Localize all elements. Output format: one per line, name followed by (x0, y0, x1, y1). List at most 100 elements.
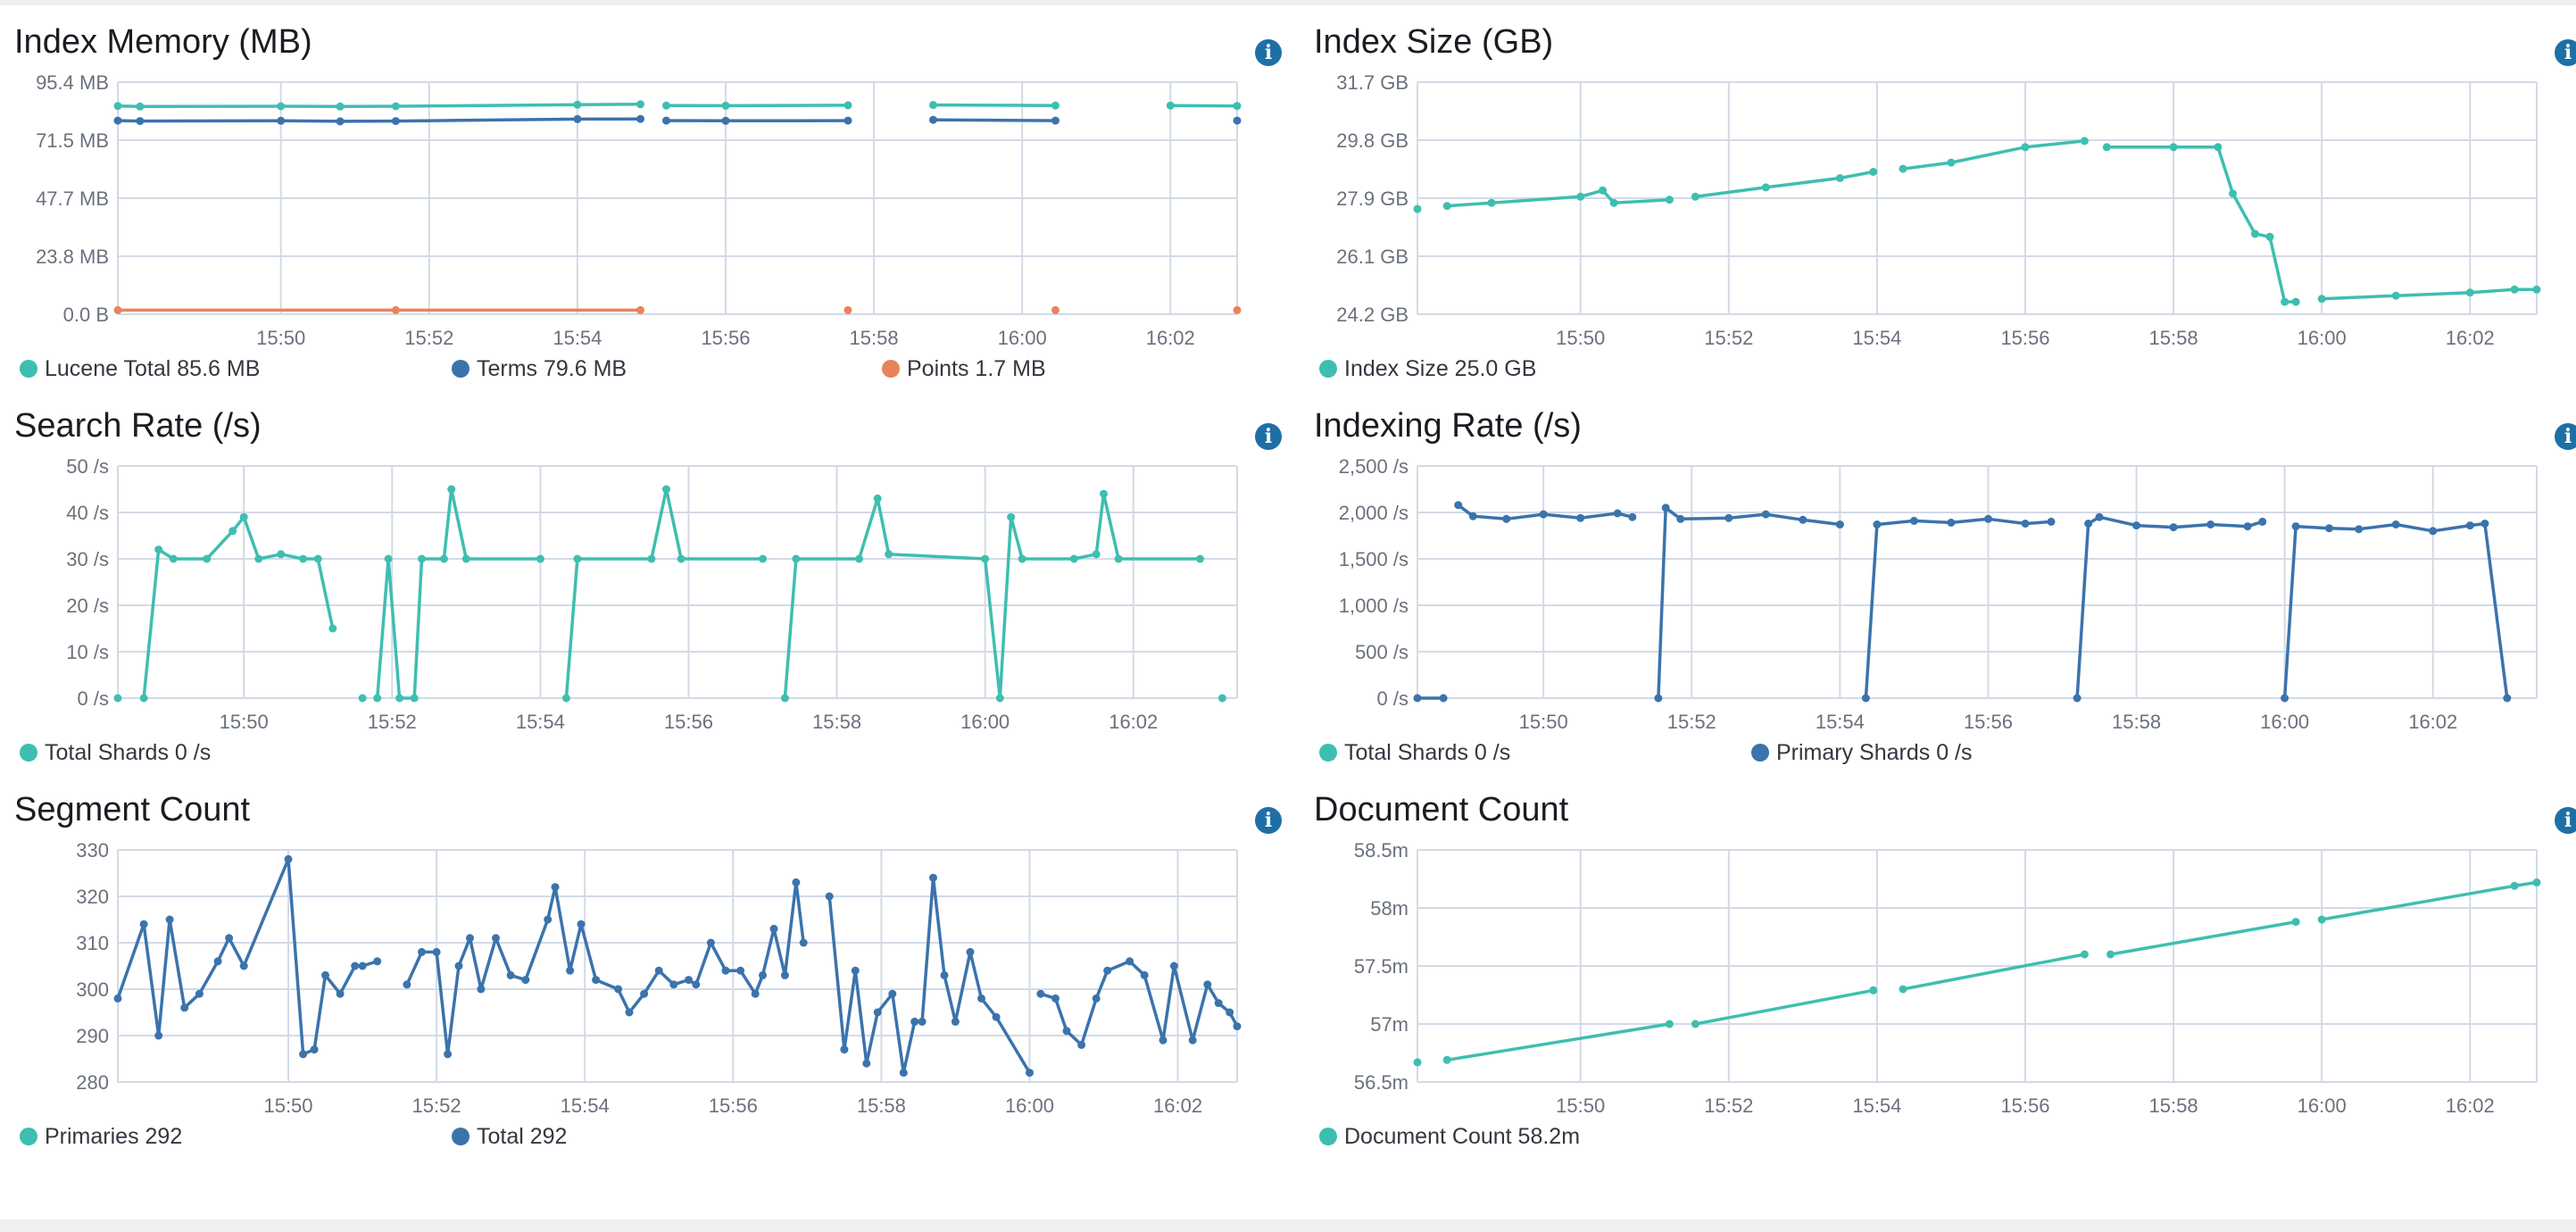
total-shards-data-point (995, 694, 1004, 703)
total-shards-data-point (358, 694, 367, 703)
info-icon[interactable]: i (1255, 807, 1282, 834)
index-size-data-point (1599, 186, 1608, 195)
panel-title: Indexing Rate (/s) (1314, 407, 1582, 445)
total-shards-data-point (981, 554, 990, 563)
index-size-data-point (1899, 164, 1907, 173)
total-shards-series-line (783, 492, 1201, 700)
total-shards-data-point (677, 554, 686, 563)
legend-item-total[interactable]: Total 292 (446, 1121, 567, 1152)
legend-item-document-count[interactable]: Document Count 58.2m (1314, 1121, 1580, 1152)
terms-data-point (843, 116, 852, 125)
lucene-total-series-line (1170, 104, 1238, 108)
index-size-data-point (2250, 229, 2259, 238)
legend-item-primaries[interactable]: Primaries 292 (14, 1121, 182, 1152)
primary-shards-series-line (1864, 517, 2052, 699)
lucene-total-data-point (929, 101, 937, 110)
lucene-total-data-point (277, 102, 286, 111)
indexing-rate-chart: 0 /s 500 /s 1,000 /s 1,500 /s 2,000 /s 2,500 … (1339, 455, 2538, 733)
primary-shards-data-point (1613, 509, 1622, 518)
info-icon[interactable]: i (1255, 39, 1282, 66)
primary-shards-data-point (1873, 520, 1882, 529)
index-size-data-point (2102, 143, 2111, 152)
segment-count-chart: 280 290 300 310 320 330 15:50 15:52 15:54 15:56 15… (76, 839, 1242, 1117)
total-data-point (1203, 980, 1212, 989)
legend-label: Total Shards 0 /s (1344, 739, 1511, 765)
total-shards-data-point (203, 554, 212, 563)
panel-index-size: Index Size (GB) i 24.2 GB 26.1 GB 27.9 GB 2… (1314, 5, 2576, 381)
info-icon[interactable]: i (2555, 423, 2576, 450)
document-count-series-line (2110, 920, 2297, 956)
primary-shards-data-point (2132, 521, 2140, 530)
index-size-data-point (1761, 183, 1770, 192)
panel-title: Segment Count (14, 791, 251, 828)
y-tick-label: 23.8 MB (36, 246, 109, 268)
x-tick-label: 16:02 (2408, 711, 2457, 733)
legend-item-terms[interactable]: Terms 79.6 MB (446, 354, 627, 384)
total-data-point (1214, 999, 1223, 1008)
lucene-total-data-point (136, 102, 145, 111)
total-shards-data-point (418, 554, 426, 563)
legend-item-points[interactable]: Points 1.7 MB (877, 354, 1046, 384)
total-data-point (873, 1008, 882, 1017)
total-data-point (1188, 1036, 1197, 1045)
x-tick-label: 15:50 (1556, 1095, 1605, 1117)
index-memory-chart: 0.0 B 23.8 MB 47.7 MB 71.5 MB 95.4 MB 15:50 15… (36, 71, 1242, 349)
total-shards-data-point (439, 554, 448, 563)
total-data-point (1169, 961, 1178, 970)
total-shards-data-point (1217, 694, 1226, 703)
terms-data-point (336, 117, 345, 126)
primary-shards-data-point (2084, 520, 2093, 528)
legend-item-total-shards[interactable]: Total Shards 0 /s (14, 737, 211, 768)
index-size-data-point (2291, 297, 2300, 306)
y-tick-label: 1,500 /s (1339, 548, 1408, 570)
primary-shards-data-point (2391, 520, 2400, 529)
y-tick-label: 57.5m (1354, 955, 1408, 978)
x-tick-label: 15:58 (2112, 711, 2161, 733)
legend-item-index-size[interactable]: Index Size 25.0 GB (1314, 354, 1536, 384)
primary-shards-data-point (2243, 522, 2252, 531)
total-data-point (592, 976, 601, 985)
info-icon[interactable]: i (1255, 423, 1282, 450)
y-tick-label: 10 /s (66, 641, 109, 663)
total-data-point (929, 873, 937, 882)
y-tick-label: 47.7 MB (36, 187, 109, 210)
info-icon[interactable]: i (2555, 807, 2576, 834)
panel-document-count: Document Count i 56.5m 57m 57.5m 58m 58.5m 15… (1314, 773, 2576, 1149)
index-size-data-point (2532, 285, 2541, 294)
total-shards-data-point (1100, 489, 1108, 498)
legend-dot (1319, 1128, 1337, 1145)
total-shards-data-point (873, 494, 882, 503)
x-tick-label: 16:02 (1146, 327, 1195, 349)
total-shards-data-point (299, 554, 308, 563)
legend-item-total-shards[interactable]: Total Shards 0 /s (1314, 737, 1510, 768)
panel-title: Index Memory (MB) (14, 23, 312, 61)
lucene-total-data-point (662, 101, 670, 110)
y-tick-label: 280 (76, 1071, 109, 1094)
index-size-series-line (1447, 188, 1670, 208)
total-data-point (685, 976, 693, 985)
index-size-data-point (1691, 192, 1699, 201)
primary-shards-data-point (2073, 694, 2082, 703)
total-data-point (706, 938, 715, 947)
info-icon[interactable]: i (2555, 39, 2576, 66)
x-tick-label: 15:54 (1816, 711, 1865, 733)
legend-dot (452, 360, 469, 378)
total-data-point (614, 985, 623, 994)
primary-shards-data-point (1502, 514, 1511, 523)
primary-shards-data-point (2355, 525, 2364, 534)
primary-shards-data-point (1676, 514, 1685, 523)
document-count-series-line (1902, 953, 2085, 991)
chart-legend: Index Size 25.0 GB (1314, 354, 2576, 384)
legend-item-primary-shards[interactable]: Primary Shards 0 /s (1746, 737, 1973, 768)
total-data-point (373, 957, 382, 966)
total-data-point (1159, 1036, 1168, 1045)
primary-shards-data-point (2480, 520, 2489, 528)
total-data-point (310, 1045, 319, 1054)
panel-search-rate: Search Rate (/s) i 0 /s 10 /s 20 /s 30 /s 40… (14, 389, 1291, 765)
chart-legend: Primaries 292 Total 292 (14, 1121, 1291, 1152)
total-shards-data-point (573, 554, 582, 563)
document-count-data-point (1413, 1058, 1422, 1067)
legend-item-lucene-total[interactable]: Lucene Total 85.6 MB (14, 354, 260, 384)
y-tick-label: 26.1 GB (1336, 246, 1408, 268)
y-tick-label: 0 /s (1377, 687, 1408, 710)
